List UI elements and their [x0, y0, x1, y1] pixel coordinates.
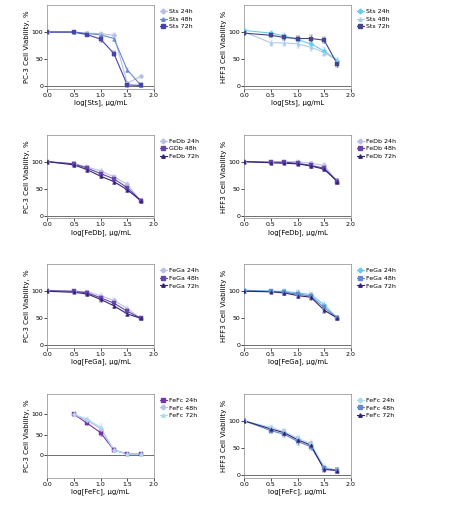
Y-axis label: PC-3 Cell Viability, %: PC-3 Cell Viability, %	[24, 11, 30, 83]
X-axis label: log[Sts], μg/mL: log[Sts], μg/mL	[271, 99, 324, 106]
Y-axis label: HFF3 Cell Viability %: HFF3 Cell Viability %	[221, 11, 227, 83]
Legend: Sts 24h, Sts 48h, Sts 72h: Sts 24h, Sts 48h, Sts 72h	[356, 8, 390, 30]
Legend: FeDb 24h, GDb 48h, FeDb 72h: FeDb 24h, GDb 48h, FeDb 72h	[159, 138, 200, 160]
Y-axis label: HFF3 Cell Viability %: HFF3 Cell Viability %	[221, 400, 227, 472]
X-axis label: log[FeDb], μg/mL: log[FeDb], μg/mL	[71, 229, 131, 236]
X-axis label: log[FeGa], μg/mL: log[FeGa], μg/mL	[71, 359, 131, 365]
X-axis label: log[Sts], μg/mL: log[Sts], μg/mL	[74, 99, 127, 106]
Y-axis label: PC-3 Cell Viability, %: PC-3 Cell Viability, %	[24, 399, 30, 472]
Legend: FeFc 24h, FeFc 48h, FeFc 72h: FeFc 24h, FeFc 48h, FeFc 72h	[356, 397, 395, 419]
Y-axis label: HFF3 Cell Viability %: HFF3 Cell Viability %	[221, 140, 227, 213]
Y-axis label: PC-3 Cell Viability, %: PC-3 Cell Viability, %	[24, 270, 30, 342]
Legend: FeGa 24h, FeGa 48h, FeGa 72h: FeGa 24h, FeGa 48h, FeGa 72h	[356, 267, 397, 289]
X-axis label: log[FeFc], μg/mL: log[FeFc], μg/mL	[268, 488, 327, 495]
X-axis label: log[FeGa], μg/mL: log[FeGa], μg/mL	[267, 359, 328, 365]
Legend: FeFc 24h, FeFc 48h, FeFc 72h: FeFc 24h, FeFc 48h, FeFc 72h	[159, 397, 198, 419]
Legend: Sts 24h, Sts 48h, Sts 72h: Sts 24h, Sts 48h, Sts 72h	[159, 8, 193, 30]
X-axis label: log[FeDb], μg/mL: log[FeDb], μg/mL	[267, 229, 328, 236]
Y-axis label: PC-3 Cell Viability, %: PC-3 Cell Viability, %	[24, 140, 30, 213]
X-axis label: log[FeFc], μg/mL: log[FeFc], μg/mL	[72, 488, 130, 495]
Y-axis label: HFF3 Cell Viability %: HFF3 Cell Viability %	[221, 270, 227, 342]
Legend: FeDb 24h, FeDb 48h, FeDb 72h: FeDb 24h, FeDb 48h, FeDb 72h	[356, 138, 397, 160]
Legend: FeGa 24h, FeGa 48h, FeGa 72h: FeGa 24h, FeGa 48h, FeGa 72h	[159, 267, 200, 289]
